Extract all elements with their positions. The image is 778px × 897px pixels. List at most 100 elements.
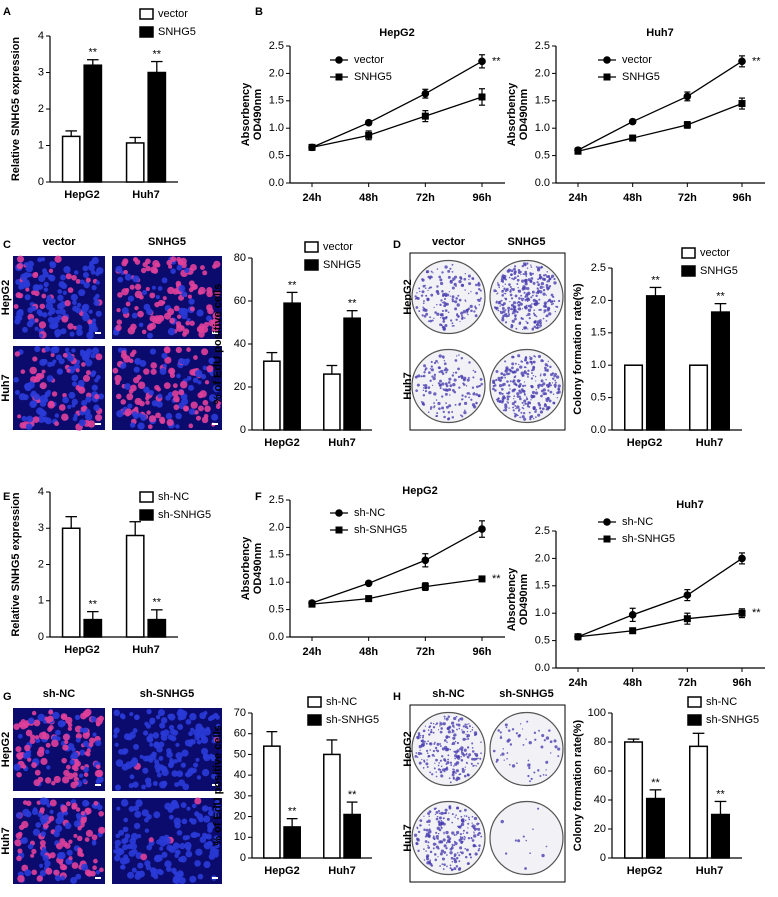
bar	[283, 302, 301, 431]
column-label: sh-SNHG5	[140, 688, 194, 700]
colony	[460, 851, 464, 855]
cell	[33, 719, 41, 727]
colony	[440, 826, 443, 830]
colony	[520, 273, 522, 276]
colony	[527, 328, 529, 330]
colony	[443, 368, 447, 372]
colony	[519, 365, 523, 369]
cell	[151, 400, 159, 407]
colony	[542, 388, 546, 392]
colony	[424, 284, 426, 287]
colony	[474, 314, 478, 318]
colony	[446, 817, 450, 821]
colony	[443, 863, 446, 866]
cell	[94, 770, 102, 778]
legend-label: sh-NC	[622, 516, 653, 528]
cell	[121, 349, 127, 356]
cell	[167, 391, 174, 398]
colony	[449, 295, 452, 297]
colony	[443, 388, 446, 392]
y-tick-label: 0.0	[535, 177, 550, 189]
colony	[530, 264, 532, 266]
colony	[426, 759, 428, 761]
colony	[443, 739, 447, 742]
colony	[507, 306, 511, 310]
cell	[211, 413, 219, 421]
colony	[480, 382, 484, 386]
cell	[188, 287, 194, 293]
cell	[195, 757, 200, 762]
colony	[467, 309, 469, 311]
cell	[91, 322, 97, 328]
colony	[442, 838, 446, 842]
cell	[213, 260, 221, 268]
colony	[526, 262, 529, 265]
cell	[67, 287, 74, 293]
cell	[30, 853, 35, 858]
cell	[172, 390, 179, 397]
colony	[445, 767, 449, 771]
colony	[517, 307, 522, 311]
colony	[427, 729, 430, 731]
point	[421, 112, 429, 120]
colony	[414, 298, 417, 300]
colony	[459, 833, 462, 836]
error-bar	[346, 310, 358, 319]
colony	[531, 290, 535, 294]
cell	[82, 778, 87, 784]
colony	[428, 828, 431, 831]
panel-letter: C	[3, 239, 11, 251]
colony	[513, 370, 517, 374]
y-tick-label: 2.0	[535, 552, 550, 564]
colony	[456, 806, 460, 810]
colony	[477, 762, 479, 765]
cell	[15, 812, 22, 819]
colony	[444, 265, 448, 269]
cell	[59, 838, 66, 844]
colony	[554, 381, 557, 384]
cell	[95, 310, 102, 317]
significance: **	[752, 55, 761, 67]
cell	[201, 805, 209, 812]
cell	[145, 286, 150, 291]
colony	[454, 300, 458, 304]
colony	[439, 852, 443, 856]
cell	[84, 837, 90, 842]
colony	[529, 402, 532, 405]
colony	[509, 388, 511, 390]
significance: **	[492, 55, 501, 67]
cell	[48, 709, 54, 715]
cell	[188, 817, 194, 823]
cell	[33, 272, 38, 277]
colony	[454, 762, 458, 766]
cell	[88, 330, 94, 336]
y-tick-label: 4	[38, 30, 44, 42]
colony	[461, 730, 466, 734]
colony	[447, 311, 450, 314]
colony	[474, 370, 477, 374]
colony	[463, 808, 467, 812]
colonies	[414, 263, 482, 331]
cell	[118, 829, 125, 836]
point	[478, 93, 486, 101]
cell	[133, 714, 140, 721]
colony	[501, 318, 505, 322]
cell	[75, 873, 82, 880]
point	[738, 554, 746, 563]
colony	[511, 389, 515, 393]
colony	[447, 754, 450, 757]
colony	[442, 822, 446, 826]
cell	[50, 361, 55, 367]
colony	[531, 385, 533, 387]
cell	[203, 861, 211, 869]
cell	[156, 772, 162, 778]
colony	[461, 398, 464, 401]
colony	[437, 832, 440, 835]
y-tick-label: 1.5	[591, 327, 606, 339]
cell	[179, 380, 188, 389]
colony	[503, 313, 507, 318]
colony	[444, 316, 448, 320]
colony	[492, 387, 495, 391]
colony	[449, 851, 453, 855]
colony	[451, 731, 453, 734]
